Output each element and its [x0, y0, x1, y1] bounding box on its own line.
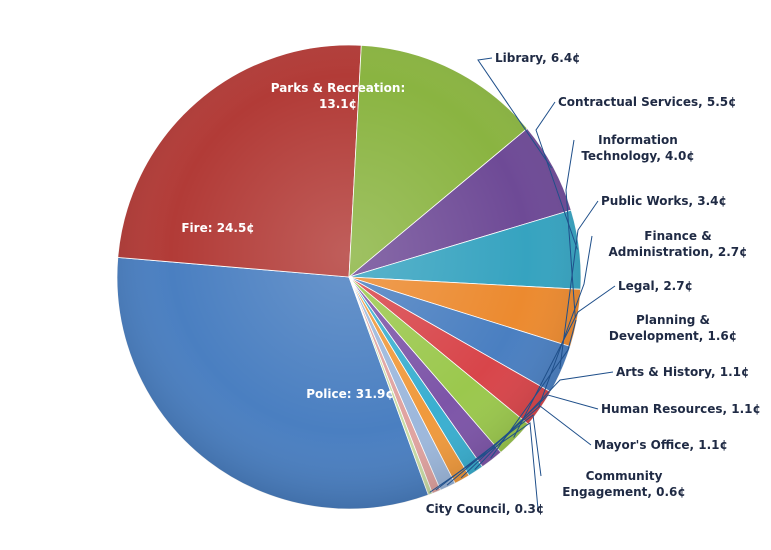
label-mayors-office: Mayor's Office, 1.1¢ — [594, 438, 728, 452]
leader-library — [477, 57, 552, 169]
label-finance-and-administration: Finance & Administration, 2.7¢ — [608, 229, 747, 259]
slice-labels: Police: 31.9¢ Fire: 24.5¢ Parks & Recreati… — [181, 51, 761, 516]
leader-community-engagement — [435, 414, 542, 491]
label-community-engagement: Community Engagement, 0.6¢ — [562, 469, 685, 499]
pie-slices — [116, 44, 582, 510]
label-planning-and-development: Planning & Development, 1.6¢ — [609, 313, 737, 343]
label-city-council: City Council, 0.3¢ — [426, 502, 544, 516]
leader-arts-and-history — [474, 371, 614, 470]
leader-public-works — [559, 200, 599, 369]
leader-lines — [429, 57, 616, 510]
label-legal: Legal, 2.7¢ — [618, 279, 693, 293]
label-public-works: Public Works, 3.4¢ — [601, 194, 727, 208]
leader-planning-and-development — [490, 319, 577, 459]
slice-fire — [117, 44, 362, 278]
leader-city-council — [429, 422, 539, 510]
label-fire: Fire: 24.5¢ — [181, 221, 254, 235]
leader-finance-and-administration — [538, 235, 593, 408]
label-parks-and-recreation: Parks & Recreation: 13.1¢ — [271, 81, 406, 111]
label-arts-and-history: Arts & History, 1.1¢ — [616, 365, 749, 379]
label-police: Police: 31.9¢ — [306, 387, 393, 401]
label-information-technology: Information Technology, 4.0¢ — [581, 133, 694, 163]
leader-contractual-services — [535, 101, 578, 250]
label-contractual-services: Contractual Services, 5.5¢ — [558, 95, 737, 109]
label-library: Library, 6.4¢ — [495, 51, 581, 65]
label-human-resources: Human Resources, 1.1¢ — [601, 402, 761, 416]
